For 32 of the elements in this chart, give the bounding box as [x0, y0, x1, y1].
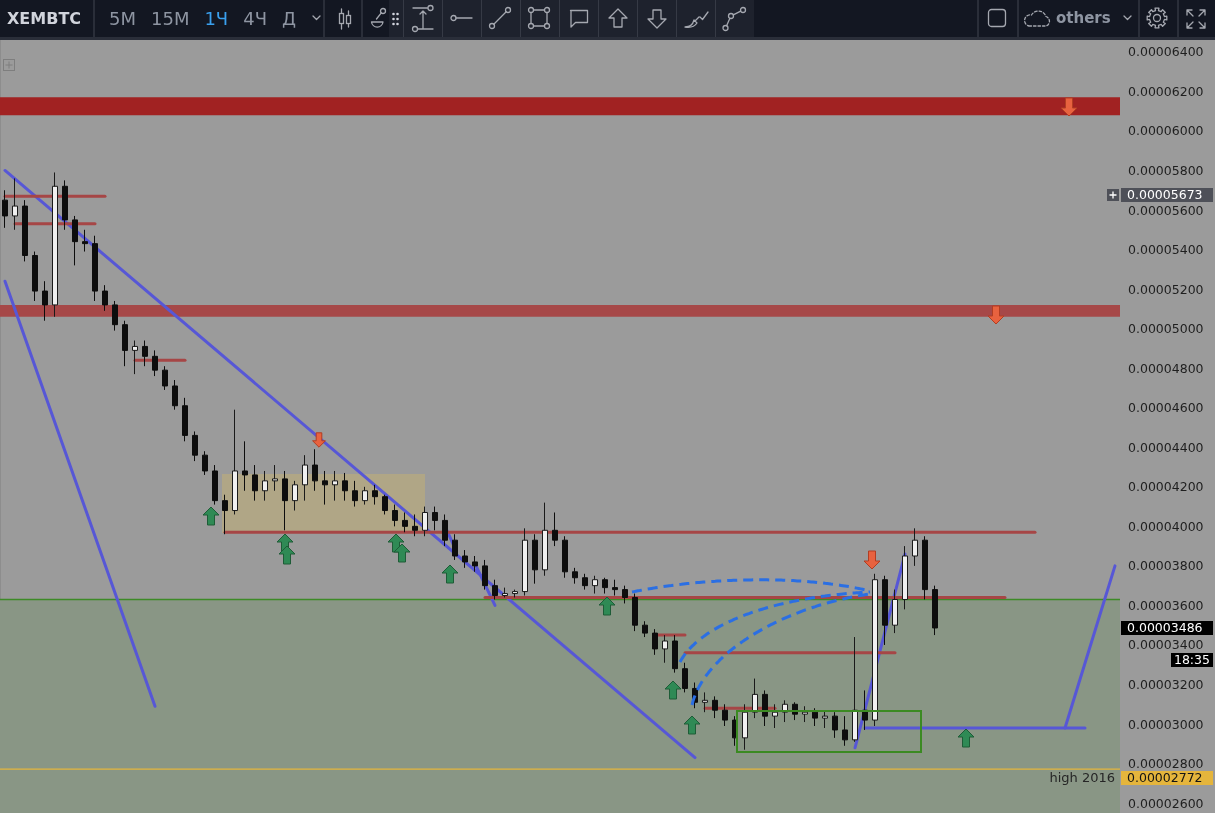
text: 15М: [150, 7, 190, 31]
y-tick-label: 0.00005800: [1128, 162, 1204, 178]
text: Д: [282, 7, 297, 31]
text: 1Ч: [204, 7, 229, 31]
y-tick-label: 0.00005600: [1128, 202, 1204, 218]
y-tick-label: 0.00003200: [1128, 677, 1204, 692]
y-tick-label: 0.00002800: [1128, 756, 1204, 772]
y-tick-label: 0.00005400: [1128, 242, 1204, 258]
text: 18:35: [1170, 651, 1213, 667]
text: 4Ч: [243, 7, 268, 31]
y-tick-label: 0.00004600: [1128, 400, 1204, 416]
text: others: [1056, 8, 1111, 29]
chart-title: XEMBTC: [7, 8, 82, 30]
y-tick-label: 0.00006400: [1128, 44, 1204, 60]
y-tick-label: 0.00003000: [1128, 716, 1204, 732]
y-tick-label: 0.00004000: [1128, 518, 1204, 534]
text: 0.00002772: [1121, 770, 1213, 786]
y-tick-label: 0.00006000: [1128, 123, 1204, 139]
y-tick-label: 0.00002600: [1128, 795, 1204, 811]
y-tick-label: 0.00003600: [1128, 597, 1204, 613]
y-tick-label: 0.00004800: [1128, 360, 1204, 376]
y-tick-label: 0.00006200: [1128, 83, 1204, 99]
text: 0.00003486: [1121, 619, 1213, 635]
y-tick-label: 0.00005200: [1128, 281, 1204, 297]
y-tick-label: 0.00003800: [1128, 558, 1204, 574]
y-tick-label: 0.00005000: [1128, 321, 1204, 337]
text: 5М: [109, 7, 136, 31]
text: 0.00005673: [1121, 187, 1213, 202]
ref-line-label: high 2016: [1049, 770, 1115, 786]
y-tick-label: 0.00004400: [1128, 439, 1204, 455]
y-tick-label: 0.00003400: [1128, 637, 1204, 653]
y-tick-label: 0.00004200: [1128, 479, 1204, 495]
